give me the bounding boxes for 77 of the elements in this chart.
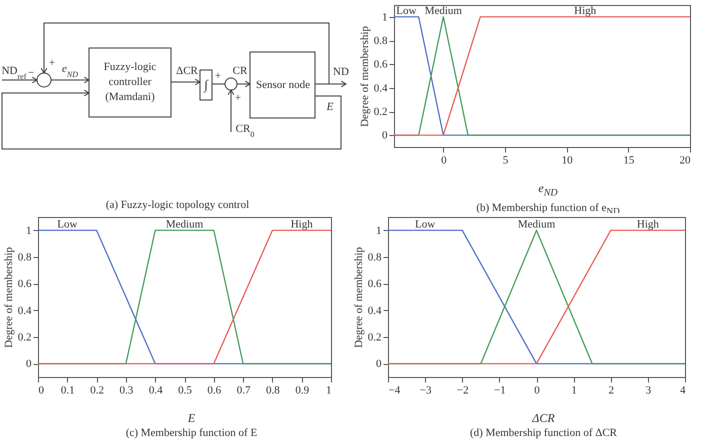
y-axis-title: Degree of membership xyxy=(352,246,365,348)
x-tick-label: 15 xyxy=(623,154,635,166)
y-tick-label: 0.8 xyxy=(18,252,32,264)
series-label: Medium xyxy=(518,218,556,230)
y-tick-label: 0.2 xyxy=(18,332,32,344)
text: + xyxy=(48,57,56,69)
x-tick-label: 0 xyxy=(534,384,540,396)
y-tick-label: 0.6 xyxy=(374,58,388,71)
y-tick-label: 0 xyxy=(26,358,32,370)
x-tick-label: 0.9 xyxy=(295,384,310,396)
y-tick-label: 1 xyxy=(376,224,382,237)
text: ND xyxy=(333,66,349,78)
y-tick-label: 0.6 xyxy=(368,278,382,290)
x-axis-title: ΔCR xyxy=(530,411,556,425)
y-tick-label: 0.4 xyxy=(368,304,382,317)
series-label: Low xyxy=(396,4,416,17)
y-axis-title: Degree of membership xyxy=(358,26,371,127)
text: ∫ xyxy=(203,77,210,93)
y-tick-label: 0.4 xyxy=(374,82,388,94)
x-tick-label: 0 xyxy=(441,154,448,166)
text: (Mamdani) xyxy=(105,91,156,103)
series-label: Medium xyxy=(424,4,462,17)
y-tick-label: 0 xyxy=(382,130,388,142)
x-tick-label: 1 xyxy=(326,384,332,396)
x-tick-label: 0.3 xyxy=(120,384,134,396)
series-label: High xyxy=(574,4,597,17)
text: e$_{ND}$ xyxy=(62,63,78,78)
text: − xyxy=(28,67,34,79)
x-tick-label: 1 xyxy=(571,384,577,396)
x-tick-label: −2 xyxy=(456,384,469,396)
x-tick-label: 0.7 xyxy=(236,384,251,396)
x-tick-label: 0 xyxy=(38,384,44,396)
text: ΔCR xyxy=(176,65,199,77)
y-tick-label: 0.8 xyxy=(368,252,382,264)
text: (c) Membership function of E xyxy=(124,427,258,440)
x-tick-label: 2 xyxy=(608,384,614,396)
text: (a) Fuzzy-logic topology control xyxy=(104,199,250,211)
y-tick-label: 0 xyxy=(376,358,382,370)
y-tick-label: 0.2 xyxy=(374,106,388,118)
y-axis-title: Degree of membership xyxy=(2,246,15,348)
y-tick-label: 0.4 xyxy=(18,304,32,317)
x-tick-label: 4 xyxy=(680,384,686,396)
y-tick-label: 0.8 xyxy=(374,35,388,47)
y-tick-label: 0.6 xyxy=(18,278,32,290)
x-tick-label: 0.6 xyxy=(207,384,222,396)
x-tick-label: 20 xyxy=(680,154,691,166)
series-label: Low xyxy=(57,218,78,230)
x-tick-label: −4 xyxy=(388,384,401,396)
y-tick-label: 1 xyxy=(26,224,32,237)
x-axis-title: E xyxy=(186,411,196,425)
x-tick-label: 0.4 xyxy=(148,384,164,396)
y-tick-label: 1 xyxy=(382,11,388,24)
x-tick-label: 0.2 xyxy=(90,384,104,396)
x-tick-label: −3 xyxy=(420,384,432,396)
x-tick-label: −1 xyxy=(494,384,506,396)
series-label: Low xyxy=(415,218,436,230)
x-tick-label: 0.8 xyxy=(266,384,280,396)
text: (d) Membership function of ΔCR xyxy=(469,427,618,440)
series-label: Medium xyxy=(166,218,204,230)
text: controller xyxy=(108,76,152,88)
text: E xyxy=(326,101,334,113)
text: + xyxy=(214,70,222,82)
text: CR xyxy=(232,65,248,77)
text: Sensor node xyxy=(256,79,310,91)
x-axis-title: e$_{ND}$ xyxy=(537,181,559,200)
y-tick-label: 0.2 xyxy=(368,332,382,344)
x-tick-label: 3 xyxy=(646,384,652,396)
x-tick-label: 0.5 xyxy=(178,384,192,396)
series-label: High xyxy=(290,218,314,230)
x-tick-label: 5 xyxy=(502,154,509,166)
text: Fuzzy-logic xyxy=(104,61,156,73)
text: + xyxy=(234,92,242,104)
text: ND$_{ref}$ xyxy=(2,65,27,80)
x-tick-label: 10 xyxy=(562,154,574,166)
text: CR$_{0}$ xyxy=(236,123,254,138)
series-label: High xyxy=(636,218,660,230)
x-tick-label: 0.1 xyxy=(60,384,75,396)
